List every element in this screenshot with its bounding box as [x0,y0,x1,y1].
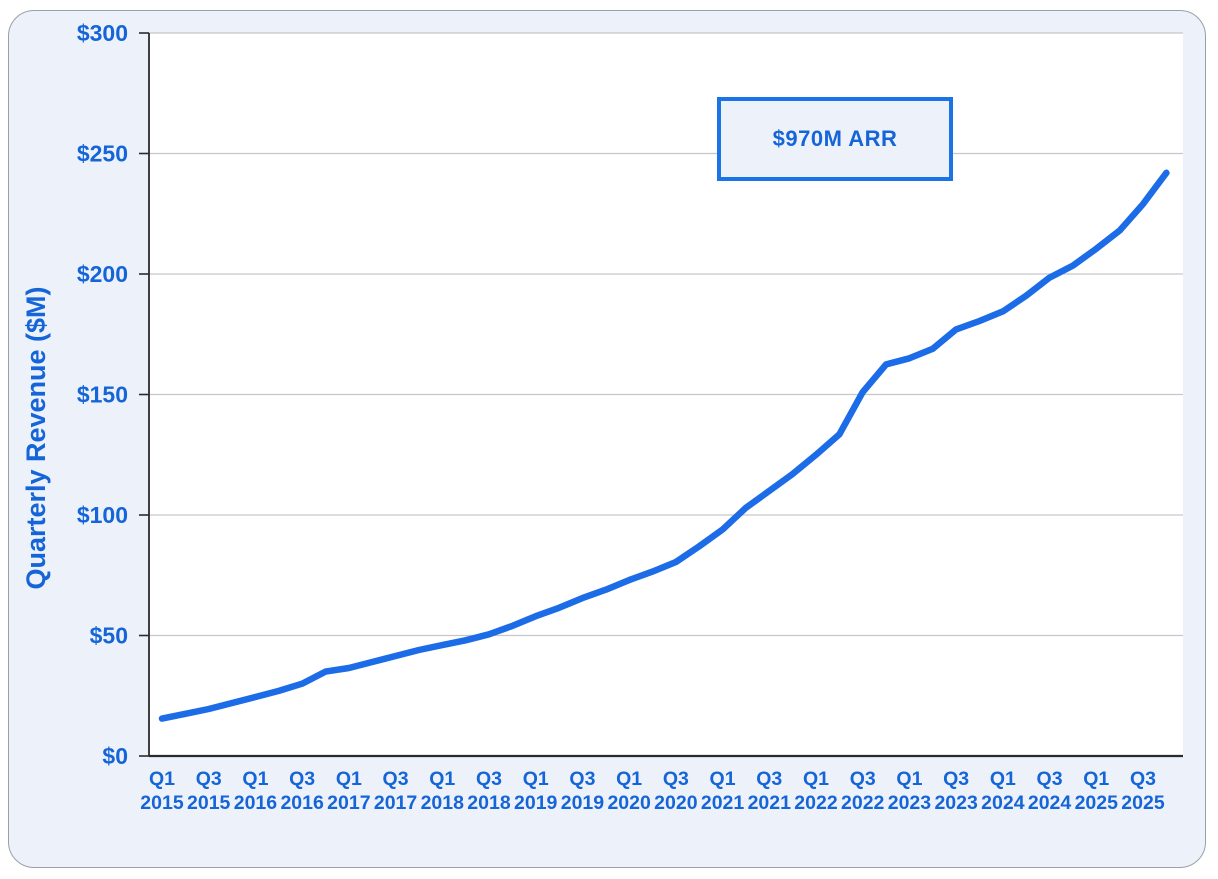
x-tick-label-quarter: Q3 [196,768,222,790]
x-tick-label-quarter: Q3 [943,768,969,790]
x-tick-label-quarter: Q3 [756,768,782,790]
x-tick-label-quarter: Q3 [1130,768,1156,790]
y-tick-label: $300 [77,20,128,46]
x-tick-label-year: 2025 [1121,792,1165,814]
x-tick-label-quarter: Q1 [242,768,268,790]
x-tick-label-year: 2022 [794,792,838,814]
x-tick-label-quarter: Q1 [710,768,736,790]
x-tick-label-year: 2016 [280,792,324,814]
x-tick-label-year: 2015 [140,792,184,814]
y-axis-title: Quarterly Revenue ($M) [21,286,51,590]
x-tick-label-year: 2025 [1075,792,1119,814]
x-tick-label-year: 2020 [654,792,698,814]
x-tick-label-quarter: Q1 [149,768,175,790]
x-tick-label-quarter: Q1 [523,768,549,790]
x-tick-label-quarter: Q3 [850,768,876,790]
y-tick-label: $100 [77,502,128,528]
arr-annotation-box: $970M ARR [717,97,953,181]
x-tick-label-quarter: Q1 [429,768,455,790]
x-tick-label-year: 2021 [748,792,792,814]
x-tick-label-year: 2016 [234,792,278,814]
x-tick-label-year: 2023 [934,792,978,814]
x-tick-label-year: 2019 [514,792,558,814]
y-tick-label: $0 [102,743,128,769]
x-tick-label-year: 2015 [187,792,231,814]
x-tick-label-quarter: Q1 [803,768,829,790]
x-tick-label-year: 2019 [561,792,605,814]
revenue-series-line [158,169,1170,722]
x-tick-label-year: 2023 [888,792,932,814]
y-tick-label: $200 [77,261,128,287]
x-tick-label-year: 2017 [374,792,417,814]
x-tick-label-year: 2018 [467,792,511,814]
x-tick-label-quarter: Q1 [896,768,922,790]
x-tick-label-year: 2017 [327,792,370,814]
x-tick-label-year: 2022 [841,792,885,814]
x-tick-label-quarter: Q1 [1083,768,1109,790]
x-tick-label-year: 2021 [701,792,745,814]
x-tick-label-year: 2020 [607,792,651,814]
x-tick-label-quarter: Q3 [383,768,409,790]
y-tick-label: $50 [90,623,128,649]
x-tick-label-year: 2024 [981,792,1025,814]
x-tick-label-quarter: Q3 [569,768,595,790]
x-tick-label-year: 2024 [1028,792,1072,814]
x-tick-label-quarter: Q3 [1037,768,1063,790]
x-tick-label-quarter: Q3 [663,768,689,790]
x-tick-label-quarter: Q3 [289,768,315,790]
x-tick-label-quarter: Q1 [336,768,362,790]
y-tick-label: $150 [77,382,128,408]
x-tick-label-quarter: Q3 [476,768,502,790]
x-tick-label-quarter: Q1 [990,768,1016,790]
x-tick-label-quarter: Q1 [616,768,642,790]
y-tick-label: $250 [77,141,128,167]
arr-annotation-label: $970M ARR [772,126,898,151]
x-tick-label-year: 2018 [421,792,465,814]
